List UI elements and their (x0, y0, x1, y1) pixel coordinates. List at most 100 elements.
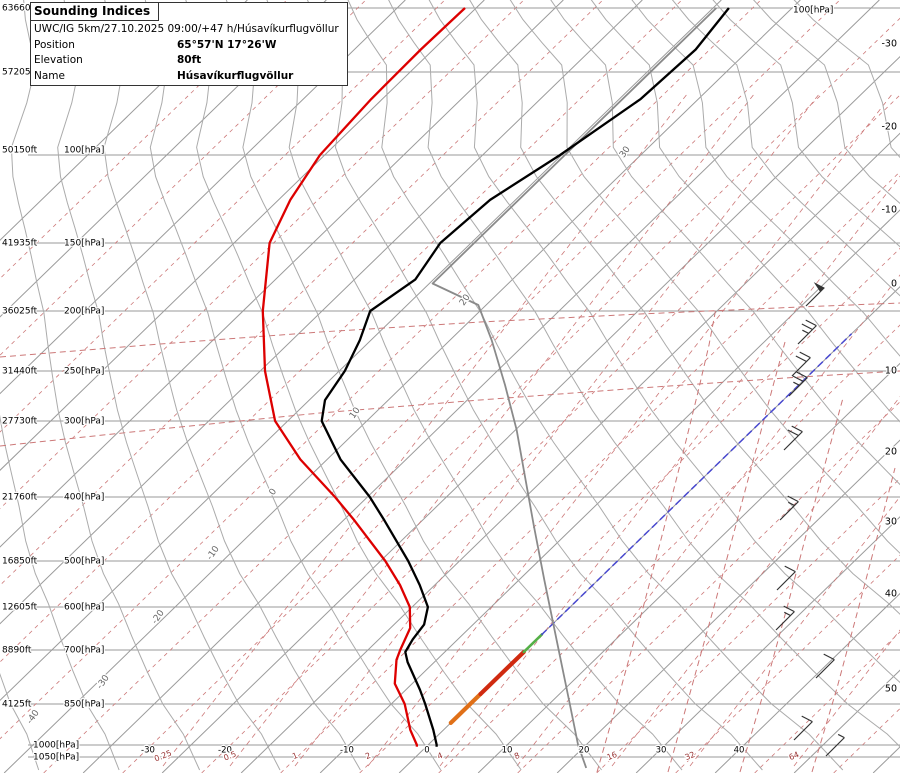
altitude-ft-label: 57205ft (2, 68, 38, 78)
isotherm-dashed-line (0, 0, 762, 740)
zero-line-segment (541, 333, 852, 636)
bottom-temp-label: 10 (502, 746, 513, 756)
dry-adiabat-curve (347, 0, 844, 771)
dry-adiabat-label: -40 (25, 708, 42, 726)
dry-adiabat-curve (185, 0, 522, 771)
barb-feather (801, 323, 813, 331)
isotherm-dashed-line (0, 0, 446, 433)
right-temp-label: 10 (885, 366, 897, 377)
temperature-curve (320, 7, 730, 747)
isotherm-line (240, 132, 900, 773)
pressure-hpa-label: 600[hPa] (64, 603, 104, 613)
zero-isotherm-highlight (448, 333, 852, 725)
isotherm-dashed-line (280, 171, 900, 773)
wind-barb (791, 351, 811, 377)
barb-feather (783, 611, 791, 617)
wind-barb (793, 715, 813, 741)
pressure-hpa-label: 1000[hPa] (33, 741, 79, 751)
pressure-hpa-label: 300[hPa] (64, 417, 104, 427)
dry-adiabat-curve (550, 0, 900, 486)
dry-adiabat-curve (671, 0, 900, 297)
isotherm-line (0, 0, 643, 625)
barb-feather (795, 355, 807, 363)
isotherm-line (398, 286, 900, 773)
mixing-ratio-line (229, 94, 754, 767)
isobar-grid (28, 7, 900, 758)
sounding-profiles (261, 7, 730, 747)
isotherm-dashed-line (43, 0, 841, 773)
moist-adiabat-curve (739, 397, 844, 773)
barb-feather (787, 429, 799, 437)
pressure-hpa-label: 200[hPa] (64, 307, 104, 317)
elevation-label: Elevation (34, 54, 83, 67)
name-row: Name Húsavíkurflugvöllur (31, 69, 347, 85)
mixing-ratio-line (516, 274, 900, 767)
dry-adiabat-curve (103, 0, 361, 771)
position-row: Position 65°57'N 17°26'W (31, 38, 347, 54)
dewpoint-curve (261, 7, 466, 747)
barb-feather (805, 319, 817, 327)
dry-adiabat-curve (266, 0, 683, 771)
barb-feather (802, 329, 809, 334)
bottom-temp-label: -20 (218, 746, 232, 756)
right-temp-label: 30 (885, 517, 897, 528)
wind-barb (825, 733, 845, 757)
pressure-hpa-label: 100[hPa] (64, 146, 104, 156)
altitude-ft-label: 21760ft (2, 493, 38, 503)
isotherm-line (0, 0, 485, 471)
isotherm-line (319, 209, 900, 773)
dry-adiabat-curve (590, 0, 900, 423)
dry-adiabat-curve (793, 0, 900, 159)
barb-feather (837, 733, 845, 739)
isotherm-dashed-line (0, 0, 525, 510)
bottom-temp-label: 40 (734, 746, 745, 756)
mixing-ratio-label: 64 (788, 750, 801, 762)
mixing-ratio-line (793, 629, 900, 767)
wind-barb (797, 319, 817, 345)
mixing-ratio-label: 4 (436, 751, 444, 761)
isotherm-dashed-line (201, 94, 900, 773)
wind-barb (775, 605, 795, 631)
isotherm-dashed-line (0, 0, 604, 586)
model-run-line: UWC/IG 5km/27.10.2025 09:00/+47 h/Húsaví… (34, 23, 339, 35)
mixing-ratio-label: 0.25 (153, 748, 173, 763)
isotherm-dashed-line (675, 554, 900, 773)
right-temp-label: -20 (881, 122, 897, 133)
isotherm-dashed-line (438, 324, 900, 773)
barb-feather (783, 605, 795, 613)
dry-adiabat-curve (712, 0, 900, 248)
isotherm-line (556, 439, 900, 773)
dry-adiabat-curve (631, 0, 900, 357)
mixing-ratio-line (367, 94, 892, 767)
pressure-hpa-label: 250[hPa] (64, 367, 104, 377)
elevation-row: Elevation 80ft (31, 53, 347, 69)
wind-barb (815, 653, 835, 679)
mixing-ratio-line (439, 175, 900, 767)
dry-adiabat-label: 10 (348, 406, 363, 421)
altitude-ft-label: 41935ft (2, 239, 38, 249)
dry-adiabat-label: 30 (618, 145, 633, 160)
moist-adiabat-curve (667, 341, 786, 773)
isotherm-dashed-line (0, 0, 367, 356)
barb-feather (784, 565, 796, 573)
right-temp-label: -10 (881, 205, 897, 216)
zero-line-segment (478, 649, 526, 697)
bottom-temp-label: 20 (579, 746, 590, 756)
wind-barb (776, 565, 796, 591)
pressure-hpa-label: 850[hPa] (64, 700, 104, 710)
barb-feather (823, 653, 835, 661)
bottom-temp-label: -30 (141, 746, 155, 756)
bottom-temp-label: 0 (424, 746, 429, 756)
reference-curve (431, 7, 717, 769)
altitude-ft-label: 31440ft (2, 367, 38, 377)
isotherm-line (0, 0, 327, 318)
isotherm-line (635, 516, 900, 773)
dry-adiabat-curve (388, 0, 900, 748)
moist-adiabat-curve (596, 307, 717, 773)
altitude-ft-label: 50150ft (2, 146, 38, 156)
altitude-ft-label: 12605ft (2, 603, 38, 613)
dry-adiabat-curve (225, 0, 602, 771)
